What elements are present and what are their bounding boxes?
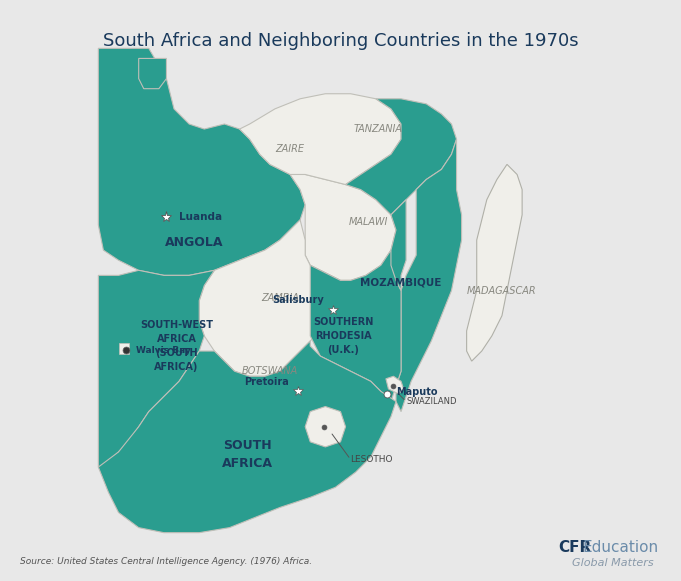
Polygon shape <box>118 343 129 354</box>
Text: ANGOLA: ANGOLA <box>165 236 223 249</box>
Text: Education: Education <box>582 540 659 555</box>
Text: SOUTH
AFRICA: SOUTH AFRICA <box>221 439 272 470</box>
Text: ZAMBIA: ZAMBIA <box>261 293 299 303</box>
Text: ZAIRE: ZAIRE <box>276 144 304 154</box>
Text: CFR: CFR <box>558 540 592 555</box>
Text: LESOTHO: LESOTHO <box>351 455 393 464</box>
Text: SOUTH-WEST
AFRICA
(SOUTH
AFRICA): SOUTH-WEST AFRICA (SOUTH AFRICA) <box>140 320 213 372</box>
Polygon shape <box>98 48 305 275</box>
Polygon shape <box>345 99 456 215</box>
Polygon shape <box>466 164 522 361</box>
Text: TANZANIA: TANZANIA <box>354 124 403 134</box>
Text: Luanda: Luanda <box>179 212 222 223</box>
Text: Pretoira: Pretoira <box>244 378 289 388</box>
Polygon shape <box>311 250 401 401</box>
Polygon shape <box>200 220 355 376</box>
Text: Global Matters: Global Matters <box>572 558 654 568</box>
Polygon shape <box>98 270 215 467</box>
Polygon shape <box>391 200 406 290</box>
Polygon shape <box>396 139 462 411</box>
Text: MADAGASCAR: MADAGASCAR <box>467 285 537 296</box>
Text: South Africa and Neighboring Countries in the 1970s: South Africa and Neighboring Countries i… <box>103 32 578 50</box>
Polygon shape <box>240 94 401 185</box>
Polygon shape <box>386 376 404 394</box>
Text: Maputo: Maputo <box>396 388 437 397</box>
Polygon shape <box>139 59 166 89</box>
Text: BOTSWANA: BOTSWANA <box>242 366 298 376</box>
Text: Source: United States Central Intelligence Agency. (1976) Africa.: Source: United States Central Intelligen… <box>20 558 313 566</box>
Text: Salisbury: Salisbury <box>272 295 324 304</box>
Polygon shape <box>305 407 345 447</box>
Text: MOZAMBIQUE: MOZAMBIQUE <box>360 278 442 288</box>
Polygon shape <box>98 341 396 533</box>
Text: MALAWI: MALAWI <box>349 217 388 227</box>
Text: Walvis Bay: Walvis Bay <box>136 346 191 354</box>
Text: SWAZILAND: SWAZILAND <box>406 397 456 406</box>
Polygon shape <box>290 174 396 281</box>
Text: SOUTHERN
RHODESIA
(U.K.): SOUTHERN RHODESIA (U.K.) <box>313 317 373 355</box>
